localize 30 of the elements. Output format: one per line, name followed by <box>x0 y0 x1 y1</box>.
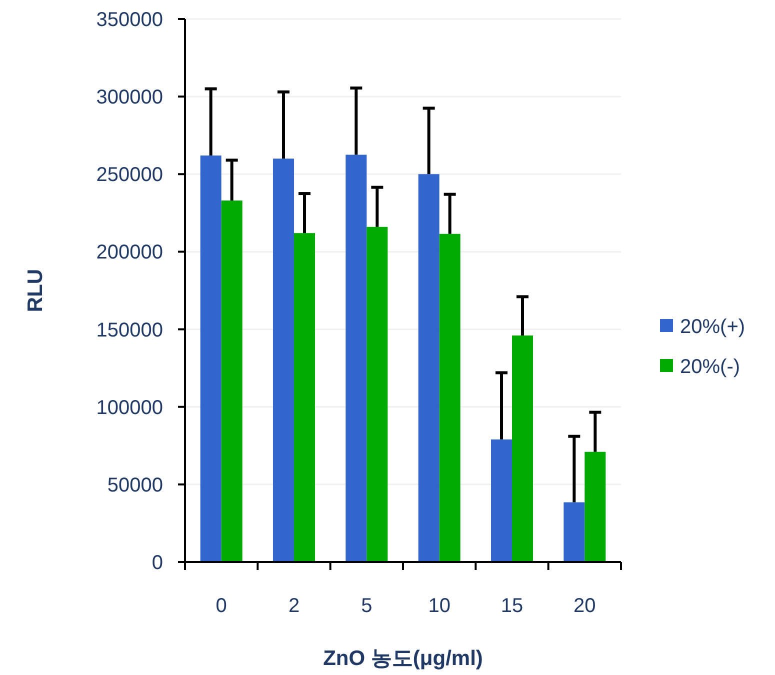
x-axis-title: ZnO 농도(μg/ml) <box>323 647 483 670</box>
y-axis-title: RLU <box>24 268 47 312</box>
bar <box>439 234 460 562</box>
y-tick-label: 350000 <box>96 9 163 31</box>
x-tick-label: 5 <box>361 595 372 617</box>
y-tick-label: 100000 <box>96 396 163 419</box>
x-tick-label: 10 <box>428 595 450 617</box>
bar <box>221 200 242 562</box>
legend-label: 20%(+) <box>680 316 746 338</box>
y-tick-label: 50000 <box>107 474 163 496</box>
x-tick-label: 20 <box>574 595 596 617</box>
bar <box>584 452 606 562</box>
y-tick-label: 200000 <box>96 242 163 264</box>
bar <box>491 439 512 562</box>
y-tick-label: 300000 <box>96 86 163 109</box>
bar <box>418 174 440 562</box>
y-tick-label: 250000 <box>96 164 163 186</box>
bar <box>366 226 388 562</box>
bar <box>273 158 294 562</box>
bar <box>346 154 367 562</box>
legend-label: 20%(-) <box>680 356 740 378</box>
bar <box>200 156 222 562</box>
x-tick-label: 0 <box>216 595 227 617</box>
bar <box>294 233 315 562</box>
y-tick-label: 150000 <box>96 319 163 342</box>
x-tick-label: 15 <box>500 595 524 617</box>
y-tick-label: 0 <box>152 552 163 574</box>
bar <box>512 335 533 562</box>
x-tick-label: 2 <box>288 595 300 617</box>
bar <box>564 502 585 562</box>
